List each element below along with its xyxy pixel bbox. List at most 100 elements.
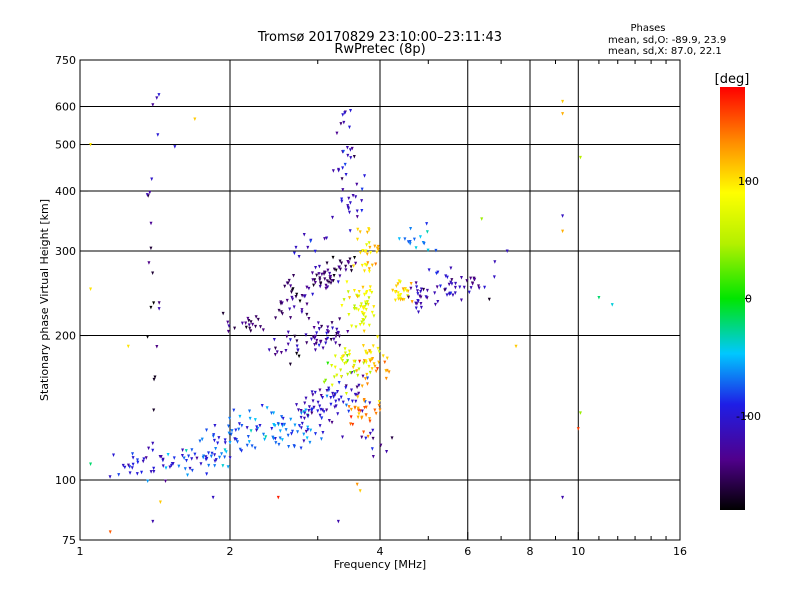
data-point xyxy=(261,328,265,332)
data-point xyxy=(331,215,335,220)
data-point xyxy=(226,329,230,334)
data-point xyxy=(245,443,249,448)
data-point xyxy=(363,405,367,410)
data-point xyxy=(480,217,484,221)
data-point xyxy=(265,406,269,410)
data-point xyxy=(364,349,368,354)
data-point xyxy=(184,458,188,463)
data-point xyxy=(156,133,160,137)
data-point xyxy=(193,452,197,457)
data-point xyxy=(318,284,322,289)
data-point xyxy=(425,288,429,293)
data-point xyxy=(305,285,309,290)
data-point xyxy=(277,308,281,313)
data-point xyxy=(396,282,400,286)
data-point xyxy=(335,373,339,378)
data-point xyxy=(349,422,353,426)
x-tick-label: 10 xyxy=(571,545,585,558)
data-point xyxy=(117,473,121,477)
data-point xyxy=(408,242,412,246)
data-point xyxy=(247,440,251,444)
data-point xyxy=(332,337,336,342)
data-point xyxy=(341,113,345,117)
data-point xyxy=(289,316,293,320)
x-tick-label: 6 xyxy=(464,545,471,558)
data-point xyxy=(469,286,473,290)
data-point xyxy=(296,430,300,434)
data-point xyxy=(414,301,418,306)
data-point xyxy=(483,285,487,290)
data-point xyxy=(305,302,309,306)
data-point xyxy=(253,446,257,450)
data-point xyxy=(365,252,369,256)
data-point xyxy=(317,343,321,348)
data-point xyxy=(180,454,184,458)
data-point xyxy=(361,374,365,379)
data-point xyxy=(323,277,327,281)
data-point xyxy=(131,462,135,467)
data-point xyxy=(344,386,348,390)
data-point xyxy=(272,338,276,342)
data-point xyxy=(465,279,469,283)
data-point xyxy=(561,112,565,116)
data-point xyxy=(338,267,342,272)
data-point xyxy=(324,378,328,383)
data-point xyxy=(328,277,332,281)
data-point xyxy=(280,415,284,419)
data-point xyxy=(348,229,352,233)
data-point xyxy=(188,466,192,471)
data-point xyxy=(375,367,379,371)
data-point xyxy=(294,245,298,250)
x-tick-label: 1 xyxy=(77,545,84,558)
x-axis: 1 2 4 6 8 10 16 xyxy=(77,60,687,558)
data-point xyxy=(240,424,244,428)
data-point xyxy=(321,408,325,413)
data-point xyxy=(347,125,351,130)
y-tick-label: 75 xyxy=(62,534,76,547)
data-point xyxy=(255,425,259,429)
data-point xyxy=(433,291,437,295)
data-point xyxy=(300,421,304,426)
data-point xyxy=(337,265,341,269)
data-point xyxy=(350,399,354,404)
phases-x-stats: mean, sd,X: 87.0, 22.1 xyxy=(608,46,722,57)
data-point xyxy=(360,187,364,192)
data-point xyxy=(223,448,227,452)
data-point xyxy=(305,436,309,440)
data-point xyxy=(366,302,370,307)
data-point xyxy=(358,230,362,234)
data-point xyxy=(366,261,370,265)
data-point xyxy=(329,402,333,407)
data-point xyxy=(415,285,419,289)
data-point xyxy=(364,315,368,320)
data-point xyxy=(152,466,156,471)
data-point xyxy=(312,283,316,288)
data-point xyxy=(326,268,330,273)
data-point xyxy=(145,193,149,197)
data-point xyxy=(362,397,366,402)
data-point xyxy=(350,324,354,329)
data-point xyxy=(158,500,162,504)
data-point xyxy=(373,408,377,413)
data-point xyxy=(366,300,370,304)
data-point xyxy=(126,463,130,468)
data-point xyxy=(130,466,134,470)
data-point xyxy=(292,251,296,256)
data-point xyxy=(346,259,350,264)
data-point xyxy=(311,335,315,339)
data-point xyxy=(319,437,323,441)
data-point xyxy=(193,117,197,122)
data-point xyxy=(324,338,328,342)
data-point xyxy=(339,395,343,400)
data-point xyxy=(319,394,323,398)
data-point xyxy=(303,411,307,415)
data-point xyxy=(357,391,361,396)
data-point xyxy=(332,395,336,399)
data-point xyxy=(364,302,368,307)
data-point xyxy=(453,291,457,295)
data-point xyxy=(342,298,346,302)
data-point xyxy=(258,325,262,329)
data-point xyxy=(347,210,351,215)
data-point xyxy=(324,283,328,288)
data-point xyxy=(362,361,366,365)
